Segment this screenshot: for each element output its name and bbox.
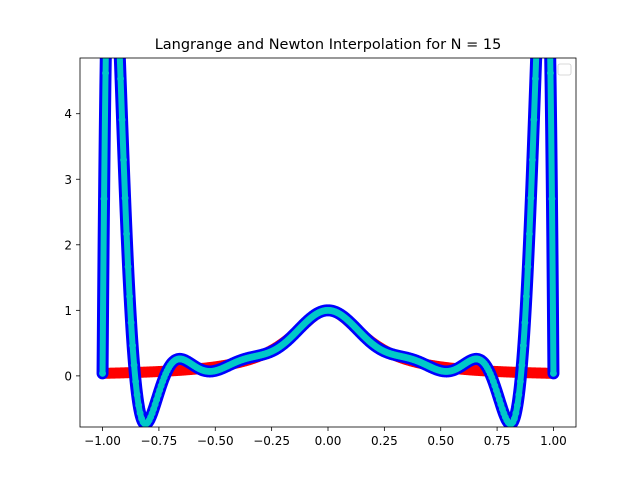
newton-marker-20 [129, 342, 137, 349]
x-tick-label-3: −0.25 [253, 434, 290, 448]
sample-marker-11 [116, 34, 123, 41]
newton-marker-1 [100, 195, 108, 203]
x-tick-label-6: 0.50 [427, 434, 454, 448]
x-tick-label-4: 0.00 [315, 434, 342, 448]
x-tick-label-7: 0.75 [484, 434, 511, 448]
newton-marker-282 [522, 292, 530, 300]
x-tick-label-2: −0.50 [197, 434, 234, 448]
newton-marker-298 [547, 69, 554, 77]
newton-marker-286 [528, 156, 536, 164]
x-tick-label-8: 1.00 [540, 434, 567, 448]
newton-marker-18 [126, 292, 134, 300]
series-layer [96, 0, 560, 427]
axis-layer: −1.00 −0.75 −0.50 −0.25 0.00 0.25 0.50 0.75 1.00… [64, 107, 566, 448]
y-tick-label-1: 1 [64, 304, 72, 318]
newton-marker-17 [124, 263, 132, 271]
newton-marker-277 [515, 391, 523, 399]
newton-marker-13 [118, 116, 126, 124]
x-tick-label-5: 0.25 [371, 434, 398, 448]
newton-marker-22 [132, 378, 140, 385]
newton-marker-21 [130, 361, 138, 369]
x-tick-label-1: −0.75 [141, 434, 178, 448]
newton-marker-14 [120, 156, 128, 164]
legend-box [557, 63, 572, 76]
newton-marker-16 [123, 230, 131, 238]
newton-marker-288 [531, 75, 539, 83]
newton-marker-284 [525, 230, 533, 238]
newton-marker-281 [521, 319, 529, 327]
newton-marker-15 [121, 194, 129, 202]
newton-marker-279 [518, 361, 526, 369]
newton-marker-299 [548, 195, 556, 203]
newton-marker-24 [135, 401, 143, 409]
chart-title: Langrange and Newton Interpolation for N… [155, 37, 502, 53]
y-tick-label-3: 3 [64, 173, 72, 187]
y-tick-label-4: 4 [64, 107, 72, 121]
sample-marker-290 [535, 0, 542, 2]
newton-marker-285 [527, 194, 535, 202]
newton-marker-300 [550, 369, 557, 377]
newton-marker-10 [114, 0, 120, 2]
newton-marker-278 [516, 378, 524, 385]
sample-marker-289 [533, 34, 540, 41]
newton-marker-275 [512, 409, 520, 417]
sample-marker-10 [114, 0, 121, 2]
newton-marker-11 [116, 35, 122, 41]
newton-marker-0 [99, 369, 107, 377]
x-tick-label-0: −1.00 [84, 434, 121, 448]
newton-marker-23 [133, 391, 141, 399]
newton-marker-290 [535, 0, 541, 2]
y-tick-label-2: 2 [64, 238, 72, 252]
newton-marker-283 [524, 263, 532, 271]
newton-marker-276 [513, 401, 521, 409]
newton-marker-19 [127, 319, 135, 327]
newton-marker-280 [519, 342, 527, 349]
newton-marker-2 [102, 69, 110, 77]
y-tick-label-0: 0 [64, 369, 72, 383]
newton-marker-12 [117, 75, 125, 83]
newton-marker-289 [534, 35, 540, 41]
newton-marker-287 [530, 116, 538, 124]
